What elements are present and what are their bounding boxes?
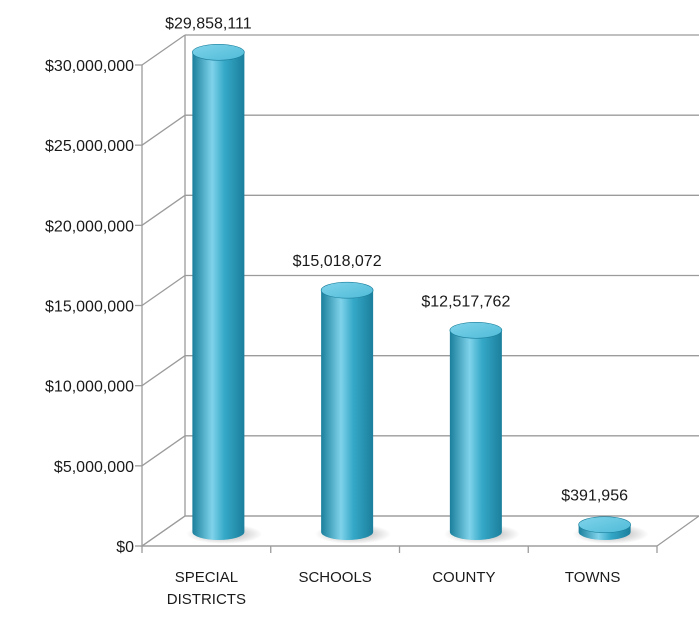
bar	[443, 321, 520, 544]
y-tick-label: $25,000,000	[45, 138, 134, 155]
y-tick-label: $10,000,000	[45, 379, 134, 396]
bar-top	[320, 281, 374, 299]
y-tick-label: $0	[116, 539, 134, 556]
gridline-side	[141, 355, 186, 387]
bar-body	[321, 290, 374, 540]
y-tick-label: $5,000,000	[54, 459, 134, 476]
gridline-side	[141, 114, 186, 146]
data-label: $12,517,762	[421, 293, 510, 310]
axes	[135, 35, 699, 553]
x-tick-label: SPECIAL	[175, 569, 238, 586]
gridline-side	[141, 435, 186, 467]
data-label: $15,018,072	[293, 253, 382, 270]
bar-top	[578, 516, 631, 534]
data-label: $391,956	[561, 488, 628, 505]
gridline-side	[141, 194, 186, 226]
bar-body	[449, 330, 502, 540]
bar-body	[192, 52, 245, 540]
gridline-side	[141, 34, 186, 66]
bar-top	[449, 321, 503, 339]
gridline-side	[141, 274, 186, 307]
y-tick-label: $30,000,000	[45, 58, 134, 75]
bar-top	[192, 43, 245, 61]
bar	[315, 281, 392, 544]
bar	[186, 43, 263, 544]
bar	[572, 516, 649, 544]
y-tick-label: $20,000,000	[45, 218, 134, 235]
labels: $0 $5,000,000 $10,000,000 $15,000,000 $20,00…	[45, 15, 628, 608]
x-tick-label: DISTRICTS	[167, 591, 246, 608]
gridlines	[141, 34, 699, 547]
data-label: $29,858,111	[165, 15, 252, 32]
bars	[186, 43, 649, 544]
x-tick-label: TOWNS	[565, 569, 621, 586]
x-tick-label: COUNTY	[432, 569, 495, 586]
x-tick-label: SCHOOLS	[298, 569, 371, 586]
y-tick-label: $15,000,000	[45, 299, 134, 316]
